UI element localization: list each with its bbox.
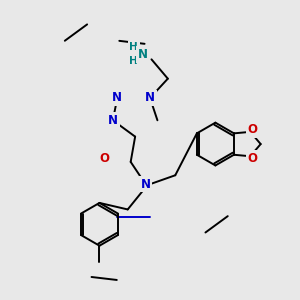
Text: N: N (108, 114, 118, 127)
Text: N: N (145, 92, 155, 104)
Text: N: N (140, 178, 151, 191)
Text: H: H (129, 56, 138, 66)
Text: O: O (99, 152, 109, 165)
Text: O: O (248, 123, 258, 136)
Text: O: O (248, 152, 258, 165)
Text: N: N (138, 48, 148, 61)
Text: H: H (129, 43, 138, 52)
Text: N: N (112, 92, 122, 104)
